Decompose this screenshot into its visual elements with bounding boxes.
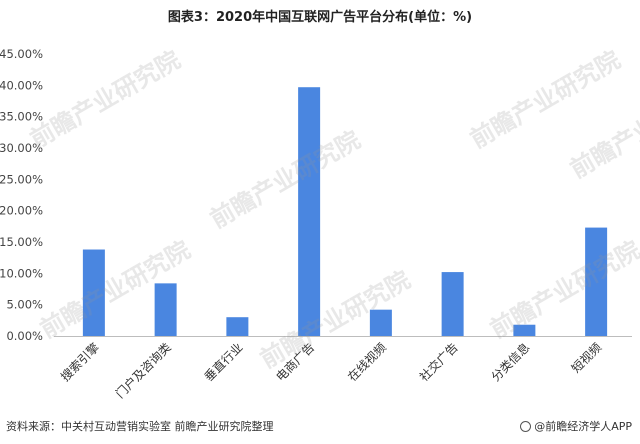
x-tick-label: 在线视频 [344,340,389,385]
bar-3 [226,317,249,336]
bars [82,87,608,336]
y-tick-label: 45.00% [0,47,43,61]
brand-logo-icon [520,421,532,432]
bar-2 [154,283,177,336]
y-tick-label: 30.00% [0,141,43,155]
y-tick-label: 0.00% [6,329,43,343]
chart-title: 图表3：2020年中国互联网广告平台分布(单位：%) [167,10,473,25]
x-tick-label: 电商广告 [273,340,318,385]
bar-5 [369,309,392,336]
x-tick-label: 分类信息 [488,340,533,385]
bar-1 [82,249,105,336]
y-tick-label: 5.00% [6,298,43,312]
x-tick-label: 短视频 [568,340,604,376]
x-axis-labels: 搜索引擎 门户及咨询类 垂直行业 电商广告 在线视频 社交广告 分类信息 短视频 [57,340,604,402]
bar-4 [298,87,321,336]
x-tick-label: 门户及咨询类 [112,340,174,402]
bar-6 [441,272,464,336]
y-tick-label: 10.00% [0,266,43,280]
brand-text: @前瞻经济学人APP [534,420,632,433]
x-tick-label: 垂直行业 [202,340,246,384]
y-tick-label: 35.00% [0,110,43,124]
bar-8 [585,227,608,336]
x-tick-label: 搜索引擎 [57,340,102,385]
y-tick-label: 40.00% [0,78,43,92]
y-tick-label: 20.00% [0,204,43,218]
y-tick-label: 15.00% [0,235,43,249]
bar-7 [513,324,536,336]
source-note: 资料来源：中关村互动营销实验室 前瞻产业研究院整理 [6,420,274,433]
brand-credit: @前瞻经济学人APP [520,418,632,434]
x-tick-label: 社交广告 [416,340,461,385]
y-tick-label: 25.00% [0,172,43,186]
y-axis-ticks: 0.00% 5.00% 10.00% 15.00% 20.00% 25.00% 30.00%… [0,47,43,343]
